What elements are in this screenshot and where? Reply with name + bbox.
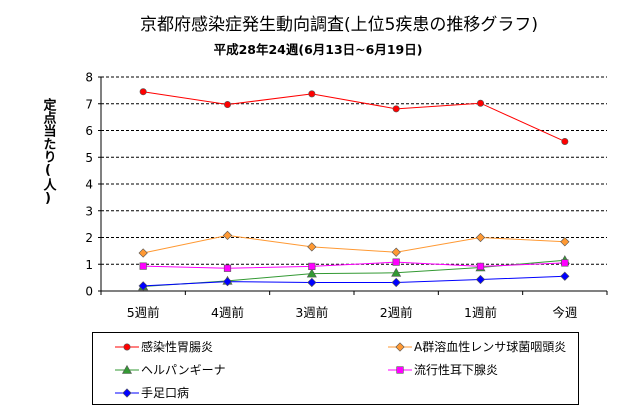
- data-point: [391, 267, 402, 277]
- data-point: [476, 99, 484, 107]
- legend: 感染性胃腸炎 A群溶血性レンサ球菌咽頭炎ヘルパンギーナ 流行性耳下腺炎手足口病: [92, 332, 579, 405]
- legend-label: ヘルパンギーナ: [141, 363, 226, 377]
- y-tick-label: 6: [85, 124, 93, 138]
- legend-swatch: [115, 343, 139, 351]
- data-point: [308, 262, 316, 270]
- y-tick-label: 7: [85, 97, 93, 111]
- legend-marker: [395, 342, 405, 352]
- legend-marker: [121, 364, 133, 374]
- legend-label: 手足口病: [141, 386, 190, 400]
- series-line: [143, 91, 566, 142]
- data-point: [392, 258, 400, 266]
- x-tick-label: 2週前: [380, 305, 413, 320]
- y-tick-label: 1: [85, 258, 93, 272]
- y-tick-label: 2: [85, 231, 93, 245]
- legend-label: 流行性耳下腺炎: [414, 363, 499, 377]
- chart-subtitle: 平成28年24週(6月13日~6月19日): [214, 42, 423, 57]
- legend-swatch: [115, 388, 139, 398]
- legend-marker: [396, 366, 404, 374]
- series-0: [139, 88, 569, 145]
- data-point: [224, 101, 232, 109]
- data-point: [306, 268, 317, 278]
- y-tick-label: 0: [85, 285, 93, 299]
- series-line: [143, 234, 565, 254]
- legend-swatch: [388, 366, 412, 374]
- data-point: [561, 137, 569, 145]
- legend-label: 感染性胃腸炎: [141, 340, 214, 354]
- data-point: [391, 247, 401, 257]
- data-point: [391, 277, 401, 288]
- legend-label: A群溶血性レンサ球菌咽頭炎: [414, 340, 567, 354]
- data-point: [475, 232, 486, 243]
- data-point: [560, 237, 570, 247]
- series-3: [139, 258, 569, 272]
- x-tick-label: 3週前: [295, 305, 328, 320]
- data-point: [561, 259, 569, 267]
- x-tick-label: 今週: [552, 305, 578, 320]
- series-line: [143, 261, 565, 269]
- chart-title: 京都府感染症発生動向調査(上位5疾患の推移グラフ): [140, 15, 538, 35]
- data-point: [392, 105, 400, 113]
- data-point: [139, 262, 147, 270]
- series-4: [138, 271, 570, 291]
- y-tick-label: 8: [85, 71, 93, 85]
- x-tick-label: 5週前: [127, 305, 160, 320]
- series-1: [138, 230, 570, 258]
- y-axis-label: 定点当たり(人): [41, 97, 58, 206]
- y-tick-label: 4: [85, 178, 93, 192]
- series-line: [143, 275, 565, 287]
- data-point: [138, 281, 148, 291]
- data-point: [222, 230, 233, 240]
- x-tick-label: 1週前: [464, 305, 497, 320]
- data-point: [475, 274, 486, 285]
- data-point: [138, 248, 148, 258]
- data-point: [139, 88, 147, 96]
- data-point: [223, 264, 232, 272]
- data-point: [307, 277, 317, 288]
- legend-marker: [122, 388, 132, 398]
- data-point: [308, 90, 316, 98]
- data-point: [476, 262, 485, 270]
- legend-swatch: [115, 364, 139, 374]
- legend-swatch: [388, 342, 412, 352]
- y-tick-label: 5: [85, 151, 93, 165]
- y-tick-label: 3: [85, 204, 93, 218]
- legend-marker: [123, 343, 131, 351]
- x-tick-label: 4週前: [211, 305, 244, 320]
- data-point: [222, 277, 233, 287]
- chart: 京都府感染症発生動向調査(上位5疾患の推移グラフ) 平成28年24週(6月13日…: [41, 15, 608, 320]
- data-point: [307, 242, 317, 252]
- series-2: [138, 255, 570, 291]
- data-point: [560, 271, 570, 281]
